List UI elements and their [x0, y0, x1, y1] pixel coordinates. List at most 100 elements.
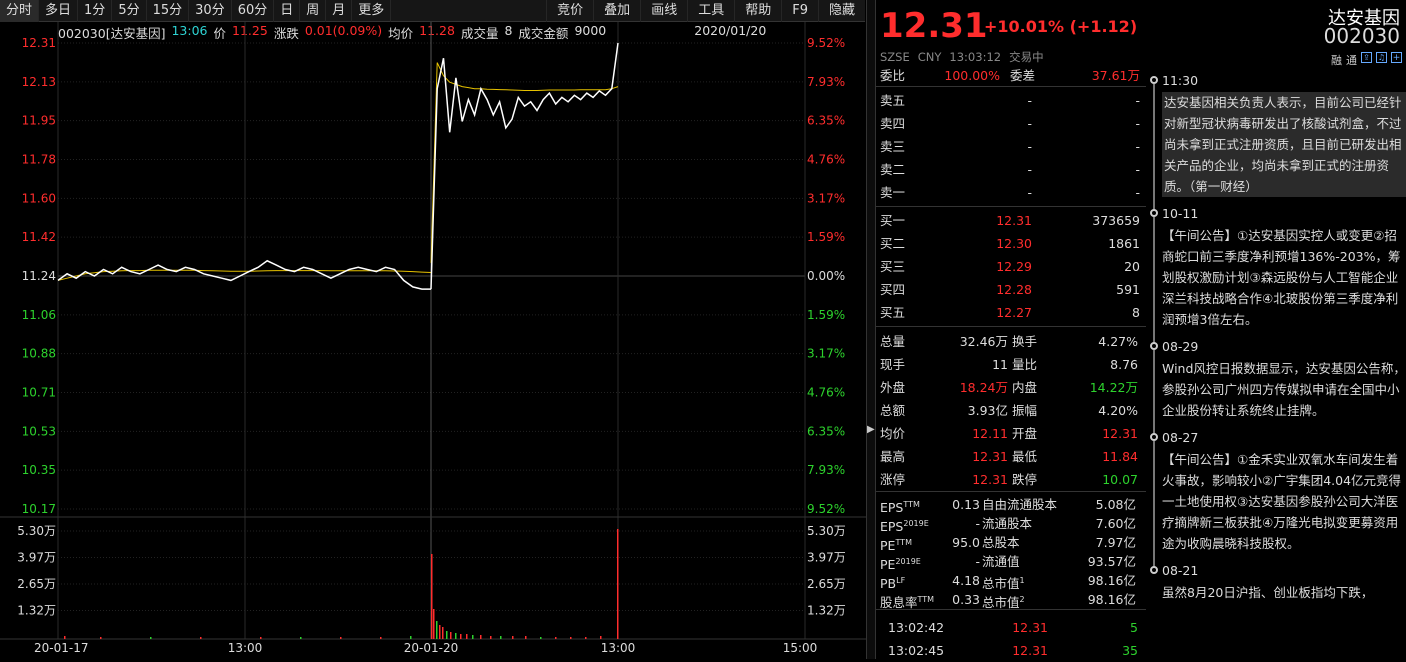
bid-row[interactable]: 买五 12.27 8	[876, 301, 1146, 324]
period-tab[interactable]: 1分	[78, 0, 113, 22]
news-time: 08-21	[1162, 563, 1199, 578]
volume-bar	[433, 609, 435, 639]
bid-row[interactable]: 买二 12.30 1861	[876, 232, 1146, 255]
bid-price: 12.29	[996, 259, 1032, 274]
x-tick: 20-01-17	[34, 641, 88, 655]
tool-tab[interactable]: F9	[781, 0, 818, 22]
webi-label: 委比	[880, 68, 906, 83]
timeline-dot-icon	[1150, 209, 1158, 217]
volume-bar	[450, 632, 452, 639]
ask-row[interactable]: 卖二 - -	[876, 158, 1146, 181]
news-text: 达安基因相关负责人表示，目前公司已经针对新型冠状病毒研发出了核酸试剂盒，不过尚未…	[1162, 92, 1406, 197]
bid-vol: 20	[1124, 259, 1140, 274]
meta-item: CNY	[917, 50, 942, 64]
ask-row[interactable]: 卖一 - -	[876, 181, 1146, 204]
volume-bar	[439, 625, 441, 639]
fin-value: 7.60亿	[1095, 516, 1136, 531]
volume-bar	[585, 637, 587, 639]
stock-title: 达安基因 002030 融 通 ⇪ ♫ +	[1146, 0, 1406, 70]
news-item[interactable]: 08-29 Wind风控日报数据显示，达安基因公告称，参股孙公司广州四方传媒拟申请…	[1146, 336, 1406, 435]
price-line-day2	[430, 42, 619, 290]
news-item[interactable]: 11:30 达安基因相关负责人表示，目前公司已经针对新型冠状病毒研发出了核酸试剂盒…	[1146, 70, 1406, 211]
stat-value: 12.31	[972, 449, 1008, 464]
expand-arrow-icon[interactable]: ▶	[867, 424, 875, 435]
tick-list: 13:02:42 12.31 5 13:02:45 12.31 35	[876, 609, 1146, 662]
period-tab[interactable]: 更多	[352, 0, 392, 22]
timeline-dot-icon	[1150, 342, 1158, 350]
fin-value: 5.08亿	[1095, 497, 1136, 512]
fin-value: -	[975, 516, 980, 531]
tool-tab[interactable]: 工具	[687, 0, 734, 22]
pct-tick: 1.59%	[807, 230, 845, 244]
add-icon[interactable]: +	[1391, 52, 1402, 63]
fin-value: 98.16亿	[1087, 592, 1136, 607]
bid-vol: 591	[1116, 282, 1140, 297]
stats-row: 现手 11 量比 8.76	[876, 353, 1146, 376]
margin-icon[interactable]: 融	[1331, 54, 1342, 67]
stats-row: 均价 12.11 开盘 12.31	[876, 422, 1146, 445]
fin-label: 自由流通股本	[982, 497, 1058, 512]
period-tab[interactable]: 多日	[39, 0, 79, 22]
stats-table: 总量 32.46万 换手 4.27% 现手 11 量比 8.76 外盘 18.24万 内盘 14.22…	[876, 326, 1146, 491]
ask-vol: -	[1135, 139, 1140, 154]
stat-label: 内盘	[1012, 380, 1038, 395]
stat-label: 涨停	[880, 472, 906, 487]
tool-tab[interactable]: 叠加	[593, 0, 640, 22]
volume-bar	[431, 554, 433, 639]
ask-row[interactable]: 卖五 - -	[876, 89, 1146, 112]
period-tab[interactable]: 分时	[0, 0, 40, 22]
ask-price: -	[1027, 162, 1032, 177]
news-timeline: 11:30 达安基因相关负责人表示，目前公司已经针对新型冠状病毒研发出了核酸试剂盒…	[1146, 70, 1406, 659]
panel-divider[interactable]: ▶	[866, 0, 876, 659]
pct-tick: 9.52%	[807, 36, 845, 50]
ask-row[interactable]: 卖三 - -	[876, 135, 1146, 158]
bid-label: 买三	[880, 259, 906, 274]
period-tab[interactable]: 30分	[189, 0, 232, 22]
period-tab[interactable]: 月	[326, 0, 353, 22]
connect-icon[interactable]: 通	[1346, 54, 1357, 67]
volume-bar	[480, 635, 482, 639]
tool-tab[interactable]: 画线	[640, 0, 687, 22]
bid-row[interactable]: 买三 12.29 20	[876, 255, 1146, 278]
fin-value: -	[975, 554, 980, 569]
period-tab[interactable]: 5分	[112, 0, 147, 22]
alert-icon[interactable]: ♫	[1376, 52, 1387, 63]
period-tab[interactable]: 15分	[147, 0, 190, 22]
volume-bar	[300, 637, 302, 639]
timeline-dot-icon	[1150, 433, 1158, 441]
price-tick: 11.24	[22, 269, 56, 283]
ask-label: 卖二	[880, 162, 906, 177]
ask-price: -	[1027, 116, 1032, 131]
x-tick: 13:00	[601, 641, 636, 655]
vol-tick: 1.32万	[807, 604, 846, 618]
period-tab[interactable]: 周	[300, 0, 327, 22]
price-tick: 10.71	[22, 386, 56, 400]
news-item[interactable]: 08-27 【午间公告】①金禾实业双氧水车间发生着火事故，影响较小②广宇集团4.0…	[1146, 427, 1406, 568]
stat-label: 现手	[880, 357, 906, 372]
bid-label: 买一	[880, 213, 906, 228]
volume-bar	[100, 637, 102, 639]
bid-row[interactable]: 买四 12.28 591	[876, 278, 1146, 301]
tool-tab[interactable]: 竞价	[546, 0, 593, 22]
price-tick: 10.53	[22, 424, 56, 438]
pct-tick: 3.17%	[807, 347, 845, 361]
stock-code: 002030[达安基因]	[58, 26, 166, 41]
share-icon[interactable]: ⇪	[1361, 52, 1372, 63]
ask-label: 卖五	[880, 93, 906, 108]
pct-tick: 3.17%	[807, 191, 845, 205]
volume-bar	[600, 636, 602, 639]
tick-price: 12.31	[1012, 643, 1048, 658]
intraday-chart[interactable]: 12.31 9.52% 12.13 7.93% 11.95 6.35% 11.78 4.76%…	[0, 22, 866, 659]
tool-tab[interactable]: 帮助	[734, 0, 781, 22]
period-tab[interactable]: 60分	[232, 0, 275, 22]
news-text: Wind风控日报数据显示，达安基因公告称，参股孙公司广州四方传媒拟申请在全国中小…	[1162, 361, 1406, 418]
fin-row: PETTM 95.0 总股本 7.97亿	[876, 533, 1146, 553]
tick-vol: 35	[1122, 643, 1138, 658]
news-item[interactable]: 10-11 【午间公告】①达安基因实控人或变更②招商蛇口前三季度净利预增136%-…	[1146, 203, 1406, 344]
period-tab[interactable]: 日	[274, 0, 301, 22]
tool-tab[interactable]: 隐藏	[817, 0, 865, 22]
ask-label: 卖四	[880, 116, 906, 131]
news-item[interactable]: 08-21 虽然8月20日沪指、创业板指均下跌，	[1146, 560, 1406, 603]
bid-row[interactable]: 买一 12.31 373659	[876, 209, 1146, 232]
ask-row[interactable]: 卖四 - -	[876, 112, 1146, 135]
